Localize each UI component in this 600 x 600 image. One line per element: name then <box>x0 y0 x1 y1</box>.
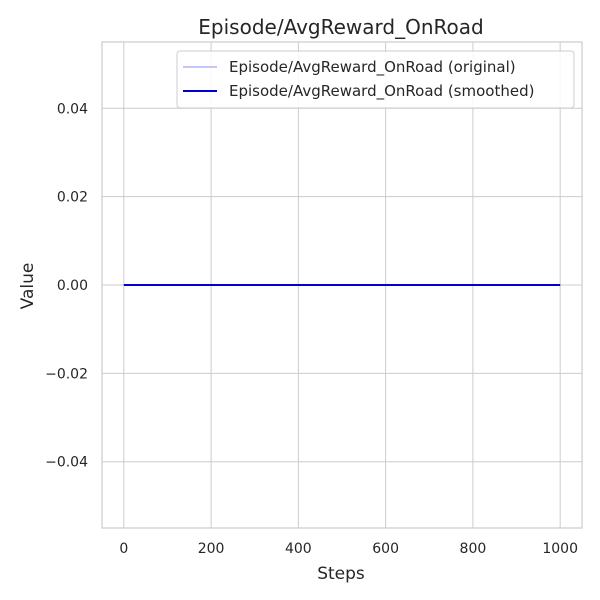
legend: Episode/AvgReward_OnRoad (original) Epis… <box>176 50 575 109</box>
y-tick-labels: −0.04 −0.02 0.00 0.02 0.04 <box>45 101 88 470</box>
x-tick-label: 0 <box>119 541 128 557</box>
y-tick-label: 0.02 <box>57 190 88 206</box>
x-tick-label: 200 <box>198 541 225 557</box>
legend-label-smoothed: Episode/AvgReward_OnRoad (smoothed) <box>229 82 534 101</box>
legend-box <box>176 50 575 109</box>
y-tick-label: 0.04 <box>57 101 88 117</box>
x-tick-label: 800 <box>460 541 487 557</box>
y-axis-label: Value <box>18 263 38 310</box>
y-tick-label: 0.00 <box>57 278 88 294</box>
y-tick-label: −0.02 <box>45 366 88 382</box>
chart-title: Episode/AvgReward_OnRoad <box>198 15 483 39</box>
x-tick-label: 600 <box>372 541 399 557</box>
y-tick-label: −0.04 <box>45 455 88 471</box>
x-tick-label: 1000 <box>542 541 578 557</box>
x-tick-labels: 0 200 400 600 800 1000 <box>119 541 578 557</box>
legend-label-original: Episode/AvgReward_OnRoad (original) <box>229 58 516 77</box>
x-tick-label: 400 <box>285 541 312 557</box>
x-axis-label: Steps <box>317 564 365 584</box>
